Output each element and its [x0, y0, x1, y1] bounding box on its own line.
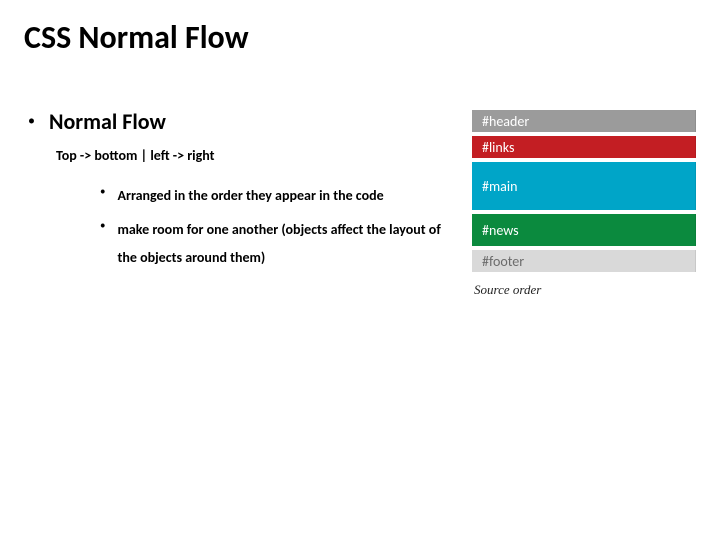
- diagram-box: #main: [472, 162, 696, 210]
- heading-text: Normal Flow: [49, 108, 166, 135]
- bullet-item: • Arranged in the order they appear in t…: [100, 182, 458, 210]
- bullet-text-0: Arranged in the order they appear in the…: [117, 182, 383, 210]
- source-order-diagram: #header #links #main #news #footer Source or…: [472, 110, 696, 298]
- content-area: • Normal Flow Top -> bottom | left -> ri…: [28, 108, 458, 278]
- diagram-box: #news: [472, 214, 696, 246]
- slide-title: CSS Normal Flow: [24, 18, 249, 57]
- subheading-text: Top -> bottom | left -> right: [56, 147, 458, 164]
- bullet-dot-icon: •: [100, 220, 105, 231]
- diagram-box: #links: [472, 136, 696, 158]
- bullet-heading: • Normal Flow: [28, 108, 458, 135]
- bullet-item: • make room for one another (objects aff…: [100, 216, 458, 272]
- diagram-box: #header: [472, 110, 696, 132]
- bullet-text-1: make room for one another (objects affec…: [117, 216, 448, 272]
- bullet-dot-icon: •: [100, 186, 105, 197]
- bullet-dot-icon: •: [28, 114, 35, 128]
- diagram-box: #footer: [472, 250, 696, 272]
- diagram-caption: Source order: [472, 282, 696, 298]
